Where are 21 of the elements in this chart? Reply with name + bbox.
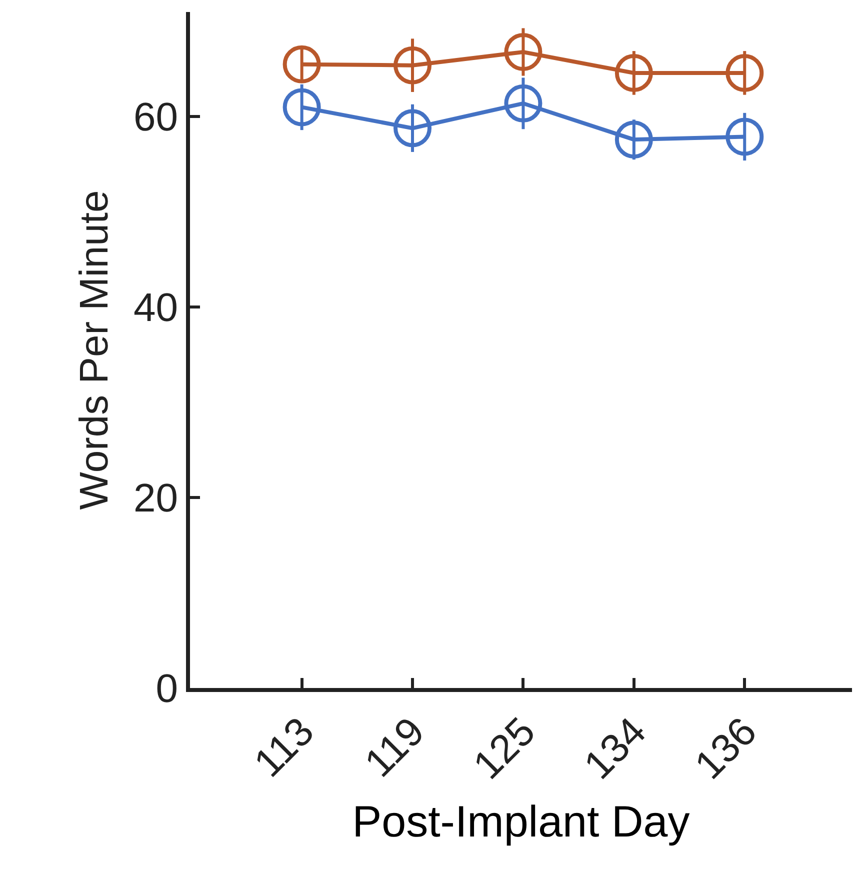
point: [504, 32, 542, 71]
y-axis-title: Words Per Minute: [72, 190, 116, 510]
x-tick-label: 119: [356, 709, 434, 786]
x-tick-label: 136: [686, 709, 766, 788]
point: [614, 54, 653, 92]
y-tick-label: 20: [134, 476, 178, 521]
y-tick-label: 0: [156, 667, 178, 711]
point: [394, 46, 432, 84]
point: [394, 109, 432, 148]
point: [726, 54, 764, 92]
x-tick-label: 125: [465, 709, 544, 788]
y-tick-label: 60: [134, 96, 178, 140]
point: [614, 120, 653, 159]
x-axis-title: Post-Implant Day: [352, 798, 690, 847]
point: [504, 84, 542, 122]
point: [282, 45, 321, 84]
y-tick-label: 40: [134, 286, 178, 330]
point: [726, 118, 764, 156]
point: [282, 88, 321, 126]
x-tick-label: 134: [576, 709, 654, 788]
x-tick-label: 113: [246, 709, 322, 786]
